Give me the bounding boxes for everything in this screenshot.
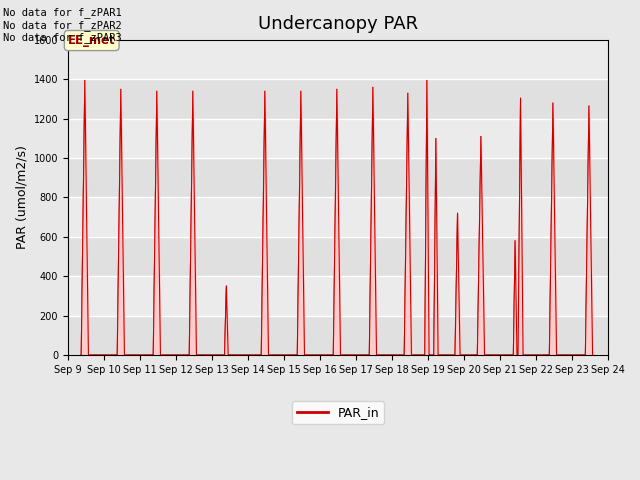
Bar [68, 158, 608, 197]
Bar [68, 40, 608, 80]
Text: No data for f_zPAR1
No data for f_zPAR2
No data for f_zPAR3: No data for f_zPAR1 No data for f_zPAR2 … [3, 7, 122, 43]
Bar [68, 197, 608, 237]
Bar [68, 119, 608, 158]
Bar [68, 80, 608, 119]
Y-axis label: PAR (umol/m2/s): PAR (umol/m2/s) [15, 145, 28, 250]
Bar [68, 276, 608, 315]
Legend: PAR_in: PAR_in [292, 401, 385, 424]
Bar [68, 237, 608, 276]
Text: EE_met: EE_met [68, 34, 116, 47]
Title: Undercanopy PAR: Undercanopy PAR [258, 15, 418, 33]
Bar [68, 315, 608, 355]
